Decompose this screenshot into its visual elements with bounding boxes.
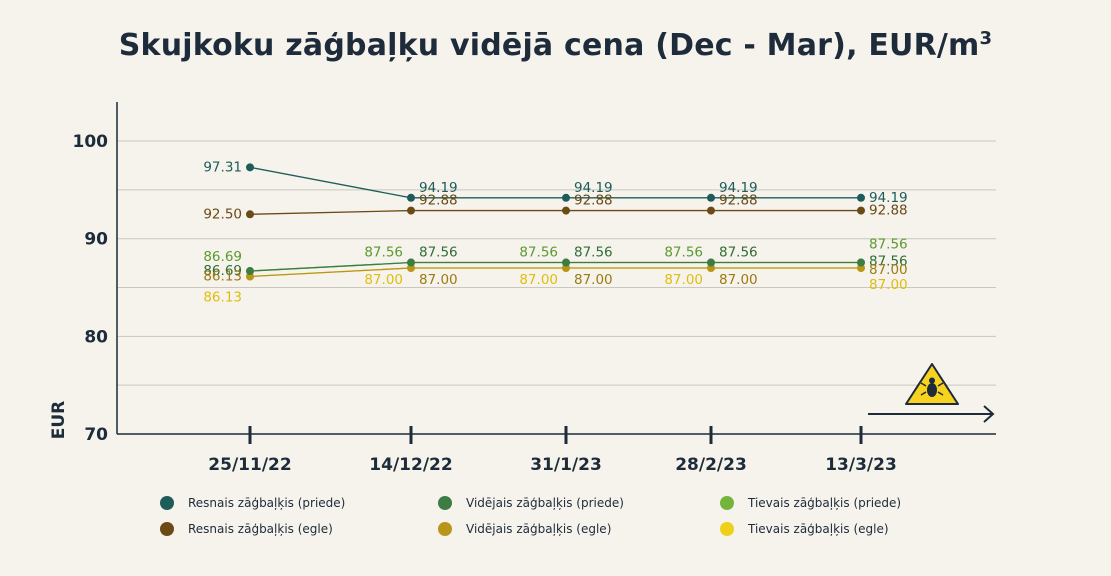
data-label: 87.00 xyxy=(869,262,908,278)
data-point xyxy=(407,193,415,202)
data-point xyxy=(407,206,415,215)
data-point xyxy=(246,210,254,219)
axes: 70 80 90 100 EUR xyxy=(49,102,996,445)
data-label: 86.69 xyxy=(203,263,242,279)
data-point xyxy=(857,264,865,272)
chart-plot: 70 80 90 100 EUR 25/11/22 14/12/22 31/1/23 28/2… xyxy=(49,102,996,475)
legend-label: Vidējais zāģbaļķis (priede) xyxy=(466,496,624,510)
data-label: 87.00 xyxy=(664,272,703,288)
data-point xyxy=(857,193,865,202)
y-axis-label: EUR xyxy=(49,401,69,440)
data-label: 87.56 xyxy=(869,237,908,253)
legend-swatch xyxy=(438,496,452,510)
data-label: 92.50 xyxy=(203,206,242,222)
chart-title: Skujkoku zāģbaļķu vidējā cena (Dec - Mar… xyxy=(118,28,993,63)
data-point xyxy=(562,264,570,272)
data-label: 86.69 xyxy=(203,249,242,265)
data-label: 94.19 xyxy=(869,190,908,206)
x-tick-label: 13/3/23 xyxy=(825,455,897,475)
data-point xyxy=(246,163,254,172)
data-point xyxy=(407,258,415,267)
legend-label: Resnais zāģbaļķis (priede) xyxy=(188,496,346,510)
legend-item: Vidējais zāģbaļķis (priede) xyxy=(438,496,624,510)
data-point xyxy=(707,206,715,215)
data-point xyxy=(857,206,865,215)
data-point xyxy=(562,206,570,215)
data-label: 87.00 xyxy=(364,272,403,288)
legend-item: Tievais zāģbaļķis (priede) xyxy=(720,496,901,510)
series-line xyxy=(249,166,861,199)
data-label: 86.13 xyxy=(203,289,242,305)
data-label: 92.88 xyxy=(419,193,458,209)
x-tick-label: 14/12/22 xyxy=(369,455,452,475)
legend-label: Tievais zāģbaļķis (priede) xyxy=(748,496,902,510)
data-label: 87.56 xyxy=(664,245,703,261)
legend-swatch xyxy=(160,496,174,510)
y-tick-label: 90 xyxy=(84,230,108,250)
data-point xyxy=(407,264,415,272)
legend-swatch xyxy=(160,522,174,536)
legend-swatch xyxy=(720,522,734,536)
data-point xyxy=(562,193,570,202)
legend-swatch xyxy=(720,496,734,510)
data-label: 87.00 xyxy=(419,272,458,288)
legend-item: Resnais zāģbaļķis (priede) xyxy=(160,496,345,510)
data-label: 87.56 xyxy=(419,245,458,261)
x-tick-label: 28/2/23 xyxy=(675,455,747,475)
data-label: 87.56 xyxy=(869,254,908,270)
data-label: 94.19 xyxy=(419,180,458,196)
data-label: 86.13 xyxy=(203,268,242,284)
grid-lines xyxy=(117,140,996,386)
legend-label: Tievais zāģbaļķis (egle) xyxy=(748,522,889,536)
data-point xyxy=(707,264,715,272)
data-label: 87.56 xyxy=(719,245,758,261)
data-point xyxy=(246,267,254,276)
data-labels: 97.31 94.19 94.19 94.19 94.19 92.50 92.88 92.88… xyxy=(203,159,907,305)
data-point xyxy=(707,193,715,202)
legend-item: Resnais zāģbaļķis (egle) xyxy=(160,522,333,536)
data-label: 97.31 xyxy=(203,159,242,175)
data-point xyxy=(246,272,254,281)
x-ticks: 25/11/22 14/12/22 31/1/23 28/2/23 13/3/23 xyxy=(208,426,897,475)
legend-item: Tievais zāģbaļķis (egle) xyxy=(720,522,889,536)
data-points xyxy=(246,163,865,281)
data-label: 94.19 xyxy=(574,180,613,196)
series-line xyxy=(249,261,861,272)
data-label: 87.00 xyxy=(574,272,613,288)
x-tick-label: 31/1/23 xyxy=(530,455,602,475)
legend: Resnais zāģbaļķis (priede) Vidējais zāģba… xyxy=(160,496,960,546)
legend-item: Vidējais zāģbaļķis (egle) xyxy=(438,522,611,536)
data-label: 92.88 xyxy=(869,203,908,219)
data-label: 94.19 xyxy=(719,180,758,196)
data-label: 92.88 xyxy=(574,193,613,209)
y-tick-label: 70 xyxy=(84,425,108,445)
data-label: 87.56 xyxy=(574,245,613,261)
data-label: 87.00 xyxy=(719,272,758,288)
data-point xyxy=(707,258,715,267)
data-point xyxy=(857,258,865,267)
arrow-right-icon xyxy=(868,405,995,423)
data-label: 87.00 xyxy=(519,272,558,288)
data-label: 87.56 xyxy=(519,245,558,261)
y-tick-label: 100 xyxy=(73,132,109,152)
x-tick-label: 25/11/22 xyxy=(208,455,291,475)
legend-label: Vidējais zāģbaļķis (egle) xyxy=(466,522,612,536)
series-line xyxy=(249,209,861,215)
data-point xyxy=(562,258,570,267)
legend-swatch xyxy=(438,522,452,536)
data-label: 87.00 xyxy=(869,277,908,293)
data-label: 92.88 xyxy=(719,193,758,209)
beetle-warning-icon xyxy=(905,363,959,405)
y-tick-label: 80 xyxy=(84,327,108,347)
data-label: 87.56 xyxy=(364,245,403,261)
legend-label: Resnais zāģbaļķis (egle) xyxy=(188,522,333,536)
